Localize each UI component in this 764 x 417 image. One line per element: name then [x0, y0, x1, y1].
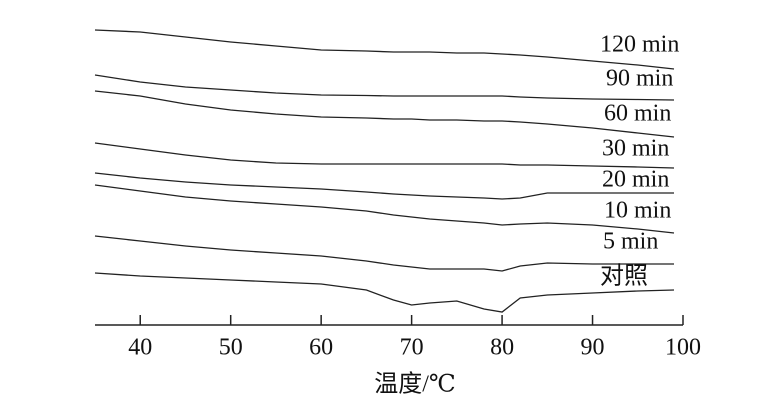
series-label: 60 min [604, 101, 671, 127]
curve [94, 90, 675, 138]
series-label: 120 min [600, 32, 679, 58]
series-label: 20 min [602, 167, 669, 193]
x-tick-label: 60 [309, 335, 333, 361]
curve [94, 184, 675, 234]
x-tick-label: 100 [665, 335, 701, 361]
curve [94, 172, 674, 200]
curve [94, 235, 674, 272]
series-label: 对照 [600, 263, 648, 290]
curve [94, 272, 675, 313]
x-axis-label: 温度/℃ [374, 371, 456, 398]
series-label: 5 min [603, 229, 658, 255]
series-label: 90 min [606, 66, 673, 92]
curve [94, 142, 675, 169]
curve [94, 74, 675, 101]
x-tick-label: 50 [219, 335, 243, 361]
x-tick-label: 40 [128, 335, 152, 361]
curve [94, 29, 675, 70]
series-label: 10 min [604, 198, 671, 224]
x-tick-label: 90 [581, 335, 605, 361]
x-tick-label: 80 [490, 335, 514, 361]
x-tick-label: 70 [400, 335, 424, 361]
series-label: 30 min [602, 136, 669, 162]
